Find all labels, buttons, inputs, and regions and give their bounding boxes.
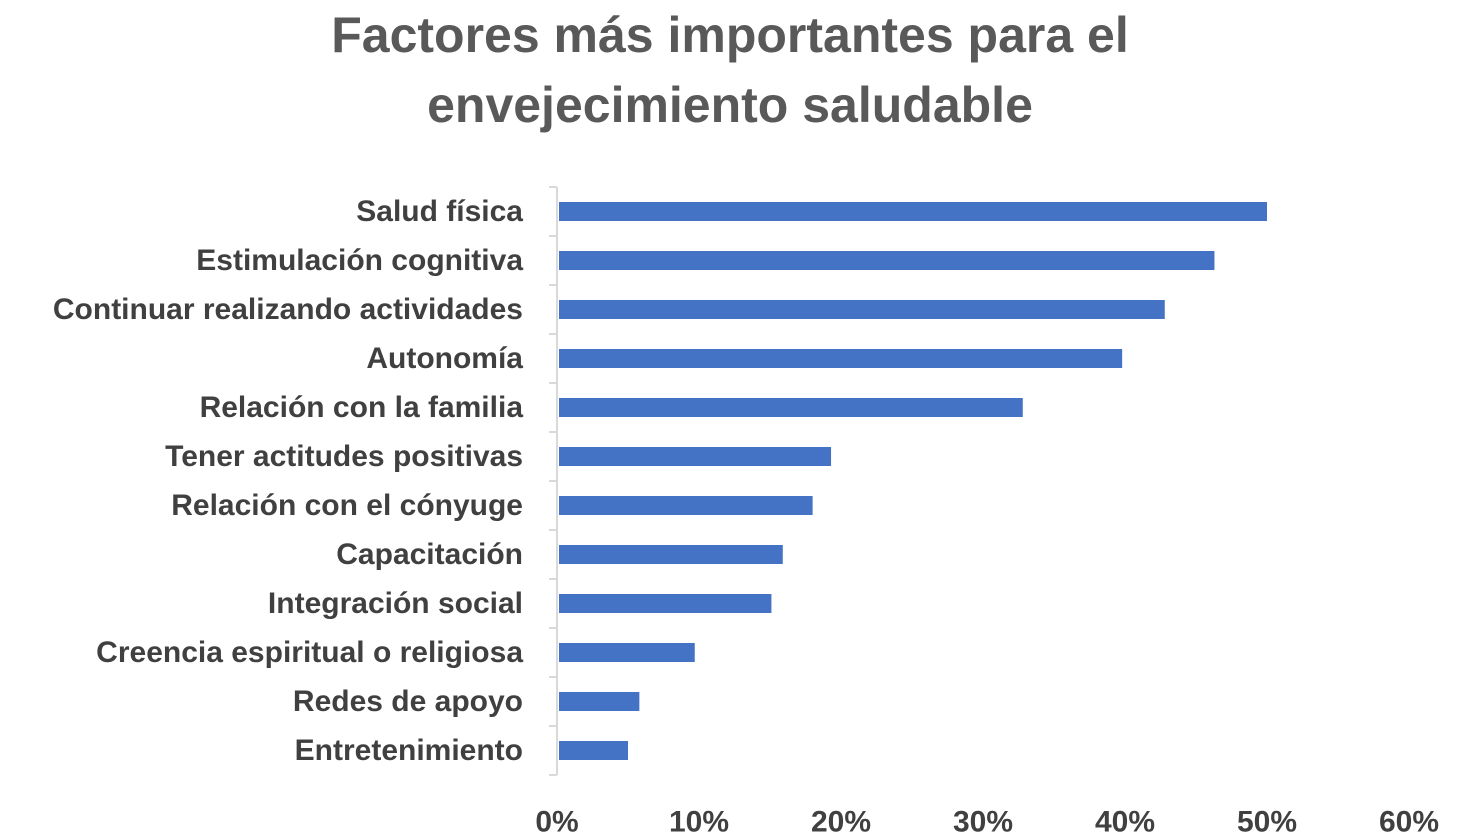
x-tick-label: 10% <box>669 806 729 839</box>
bar <box>559 251 1215 270</box>
bar <box>559 202 1267 221</box>
chart-title-line-2: envejecimiento saludable <box>427 77 1033 133</box>
x-tick-label: 60% <box>1379 806 1439 839</box>
category-label: Estimulación cognitiva <box>196 244 523 277</box>
bar <box>559 496 813 515</box>
category-label: Autonomía <box>366 342 523 375</box>
bar <box>559 398 1023 417</box>
bar <box>559 447 832 466</box>
category-label: Salud física <box>356 195 523 228</box>
chart-title: Factores más importantes para el envejec… <box>0 0 1460 140</box>
bar <box>559 300 1165 319</box>
category-label: Redes de apoyo <box>293 685 523 718</box>
x-tick-label: 0% <box>535 806 578 839</box>
x-tick-label: 50% <box>1237 806 1297 839</box>
bar <box>559 692 640 711</box>
category-label: Relación con el cónyuge <box>171 489 523 522</box>
chart-title-line-1: Factores más importantes para el <box>331 7 1129 63</box>
bar <box>559 545 783 564</box>
category-label: Tener actitudes positivas <box>165 440 523 473</box>
category-label: Capacitación <box>336 538 523 571</box>
x-tick-label: 40% <box>1095 806 1155 839</box>
category-label: Creencia espiritual o religiosa <box>96 636 523 669</box>
bar <box>559 594 772 613</box>
category-label: Relación con la familia <box>200 391 524 424</box>
category-label: Integración social <box>268 587 523 620</box>
x-tick-label: 20% <box>811 806 871 839</box>
category-label: Continuar realizando actividades <box>53 293 523 326</box>
x-tick-label: 30% <box>953 806 1013 839</box>
bar <box>559 643 695 662</box>
category-label: Entretenimiento <box>295 734 523 767</box>
bar <box>559 741 628 760</box>
bar <box>559 349 1123 368</box>
